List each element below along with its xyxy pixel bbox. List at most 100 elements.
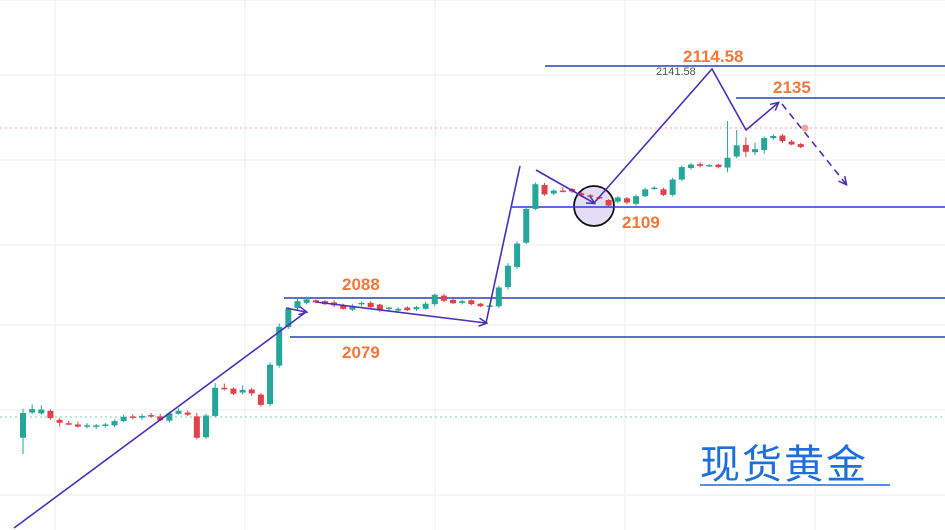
candle-body [257, 394, 264, 405]
candle [504, 263, 511, 290]
candle-body [248, 389, 255, 394]
candle-body [376, 304, 383, 311]
candle [138, 413, 145, 420]
rally-line [593, 67, 778, 204]
consolidation-line-1 [285, 308, 306, 312]
label-2079: 2079 [342, 343, 380, 362]
candle [761, 136, 768, 154]
candle-body [678, 167, 685, 180]
candle [111, 419, 118, 428]
candle [697, 162, 704, 168]
candle [184, 410, 191, 416]
candle-body [148, 415, 155, 417]
candle-body [93, 425, 100, 427]
candle [495, 285, 502, 308]
candle-body [111, 421, 118, 426]
candle-body [56, 419, 63, 423]
candle [642, 187, 649, 198]
candle [257, 392, 264, 407]
candle-body [267, 364, 274, 405]
dotted-guides [0, 127, 945, 418]
candle-body [514, 243, 521, 268]
candle-body [193, 416, 200, 438]
candle-body [422, 303, 429, 309]
candle [358, 301, 365, 307]
candle [294, 297, 301, 311]
candle [532, 182, 539, 211]
candle-body [367, 302, 374, 308]
candle-body [779, 135, 786, 142]
candle-body [74, 424, 81, 427]
candle [84, 423, 91, 429]
candle-body [706, 164, 713, 167]
candle-body [276, 326, 283, 366]
candle-body [47, 410, 54, 419]
candle-body [651, 187, 658, 190]
candle [770, 134, 777, 140]
candle-body [468, 300, 475, 305]
candle-body [687, 164, 694, 168]
candle [523, 207, 530, 244]
candle [678, 165, 685, 182]
candle [230, 387, 237, 396]
candle-body [623, 198, 630, 203]
breakout-line [485, 165, 521, 324]
candle-body [450, 299, 457, 304]
candle-body [38, 409, 45, 414]
candle [120, 414, 127, 423]
candle-body [605, 199, 612, 206]
candle-body [431, 294, 438, 305]
candle-body [312, 300, 319, 303]
candle-body [788, 141, 795, 145]
candle-body [669, 179, 676, 195]
candle [129, 414, 136, 420]
candle [660, 187, 667, 197]
candle-body [633, 196, 640, 204]
candle-body [20, 412, 26, 438]
candle [56, 418, 63, 427]
candles [20, 121, 804, 454]
candle [102, 422, 109, 428]
candle [788, 139, 795, 146]
candle-body [504, 265, 511, 288]
pullback-circle [573, 185, 615, 227]
candle [623, 197, 630, 205]
label-2109: 2109 [622, 213, 660, 232]
candle [276, 323, 283, 368]
candle [715, 163, 722, 169]
consolidation-line-2 [315, 301, 486, 323]
candle [541, 182, 548, 196]
candle-body [559, 190, 566, 193]
projection-line [781, 103, 846, 184]
candle [367, 301, 374, 309]
candle [29, 404, 36, 414]
candle [477, 302, 484, 308]
candle-body [477, 303, 484, 307]
candle-body [550, 190, 557, 194]
candle-body [303, 299, 310, 303]
candle [239, 385, 246, 395]
candle-body [157, 416, 164, 421]
candle [193, 412, 200, 440]
candle [47, 409, 54, 420]
candle [267, 362, 274, 407]
candle-body [65, 423, 72, 425]
candle [212, 383, 219, 418]
candle [742, 137, 749, 157]
candle [74, 421, 81, 428]
candle [248, 387, 255, 396]
candle [404, 306, 411, 311]
candle-body [697, 164, 704, 166]
candle-body [239, 389, 246, 393]
candle-body [404, 307, 411, 311]
candle [312, 299, 319, 304]
candle-body [642, 189, 649, 197]
candle [38, 405, 45, 415]
label-2135: 2135 [773, 78, 811, 97]
uptrend-line [13, 311, 307, 529]
candle [752, 142, 758, 156]
candle-body [761, 138, 768, 151]
candle [65, 420, 72, 426]
candle-body [770, 135, 777, 139]
